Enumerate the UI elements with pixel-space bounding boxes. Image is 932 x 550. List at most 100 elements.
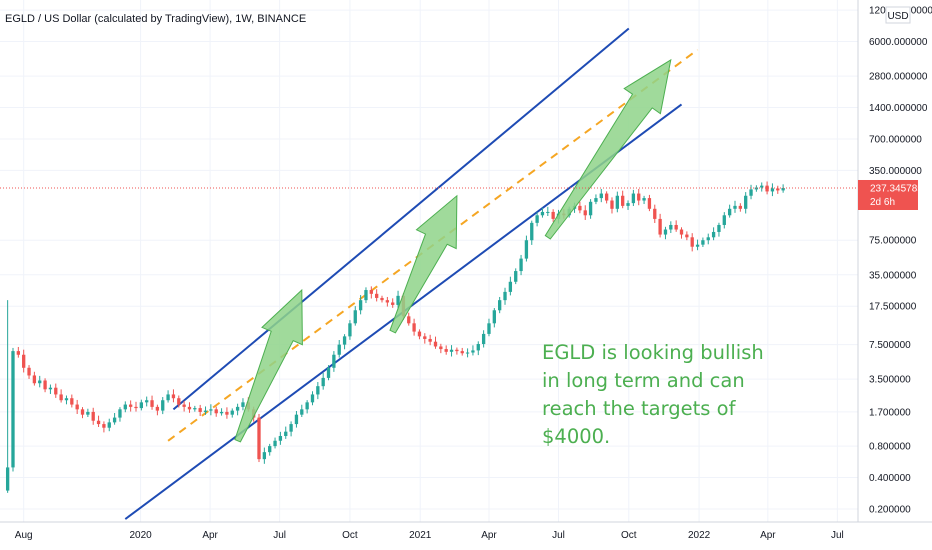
candle (70, 394, 74, 408)
time-axis[interactable]: Aug 2020 Apr Jul Oct 2021 Apr Jul Oct 2022 Apr Jul (0, 521, 932, 541)
candle (599, 188, 603, 203)
candle-body (214, 409, 218, 414)
candle (722, 212, 726, 229)
candle-body (588, 201, 593, 216)
candle (391, 298, 395, 308)
candle-body (139, 402, 144, 409)
candle-body (112, 417, 117, 423)
candle (749, 184, 753, 200)
price-axis[interactable]: 12000.0000006000.0000002800.0000001400.0… (857, 0, 932, 522)
candle-body (118, 409, 122, 418)
candle-body (417, 331, 422, 337)
candle-body (284, 431, 288, 436)
candle-body (599, 193, 603, 199)
candle-body (198, 408, 202, 412)
candle-body (396, 295, 400, 305)
candle-body (637, 193, 641, 201)
candle (225, 407, 229, 419)
candle (300, 404, 304, 417)
candle-body (412, 323, 416, 332)
candle (455, 347, 459, 355)
candle (348, 320, 352, 340)
candle-body (332, 354, 336, 368)
candle-body (369, 290, 373, 294)
candle-body (16, 351, 20, 355)
candle-body (476, 344, 480, 351)
candle (155, 404, 160, 416)
candle-body (738, 205, 742, 209)
y-tick-label: 700.000000 (869, 134, 922, 145)
candle (268, 443, 272, 456)
candle-body (193, 408, 197, 410)
candle-body (70, 398, 74, 405)
candle-body (326, 367, 331, 378)
candle-body (380, 297, 384, 301)
candle (594, 194, 598, 205)
candle-body (685, 234, 689, 238)
candle (342, 334, 347, 350)
candle (139, 399, 144, 411)
candle-body (80, 409, 85, 415)
candle-body (663, 229, 668, 235)
candle (690, 233, 694, 252)
candle-body (316, 386, 320, 395)
candle-body (64, 398, 69, 401)
candle-body (781, 187, 785, 191)
candle-body (765, 185, 769, 192)
candle (733, 200, 737, 213)
candle-body (615, 195, 619, 209)
x-tick-label: Oct (342, 530, 358, 541)
candle-body (54, 387, 58, 395)
annotation-line: $4000. (542, 425, 610, 448)
candle-body (487, 323, 491, 334)
candle (530, 220, 534, 245)
candle (262, 447, 267, 464)
candle-body (262, 452, 267, 460)
candle (407, 312, 411, 326)
candle (626, 200, 630, 210)
candle (423, 333, 427, 344)
candle (305, 400, 309, 414)
candle (27, 365, 31, 379)
candle-body (145, 400, 149, 403)
candle-body (514, 271, 518, 282)
candle (492, 308, 496, 328)
arrow-up-icon (544, 58, 672, 240)
candle (86, 408, 90, 417)
candle-body (519, 258, 523, 272)
candle-body (27, 367, 31, 376)
candle-body (770, 188, 775, 192)
candle (727, 204, 732, 218)
arrow-up-icon (389, 194, 458, 334)
candle-body (166, 394, 170, 401)
candle (551, 209, 555, 222)
candle (524, 235, 529, 262)
candle (16, 346, 20, 358)
candle-body (182, 404, 186, 407)
candle-body (503, 291, 507, 301)
candle (631, 189, 636, 207)
candle-body (278, 435, 283, 441)
candle (128, 400, 133, 412)
candle-body (455, 349, 459, 352)
x-tick-label: Apr (760, 530, 776, 541)
y-tick-label: 75.000000 (869, 236, 917, 247)
annotation-line: EGLD is looking bullish (542, 341, 764, 364)
candle-body (358, 300, 363, 311)
candle-body (578, 205, 582, 211)
candle (711, 227, 716, 241)
candle-body (32, 375, 37, 384)
candle (380, 295, 384, 303)
candle-body (128, 404, 133, 407)
candle (112, 412, 117, 425)
candle (278, 431, 283, 445)
candle (765, 181, 769, 195)
candle-body (695, 244, 700, 247)
candle (588, 199, 593, 219)
candle-body (674, 224, 678, 230)
candle-body (321, 377, 325, 387)
candle-body (658, 218, 662, 235)
arrows (234, 58, 672, 443)
candle (91, 407, 95, 425)
candle (487, 318, 491, 337)
